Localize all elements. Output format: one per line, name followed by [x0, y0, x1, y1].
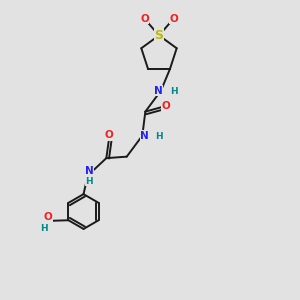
Text: N: N [154, 85, 162, 96]
Text: O: O [162, 101, 171, 111]
Text: N: N [140, 130, 149, 141]
Text: S: S [154, 29, 164, 42]
Text: O: O [105, 130, 114, 140]
Text: H: H [85, 177, 93, 186]
Text: O: O [44, 212, 53, 222]
Text: H: H [155, 132, 163, 141]
Text: N: N [85, 166, 93, 176]
Text: H: H [40, 224, 48, 233]
Text: O: O [140, 14, 149, 24]
Text: O: O [169, 14, 178, 24]
Text: H: H [170, 87, 177, 96]
